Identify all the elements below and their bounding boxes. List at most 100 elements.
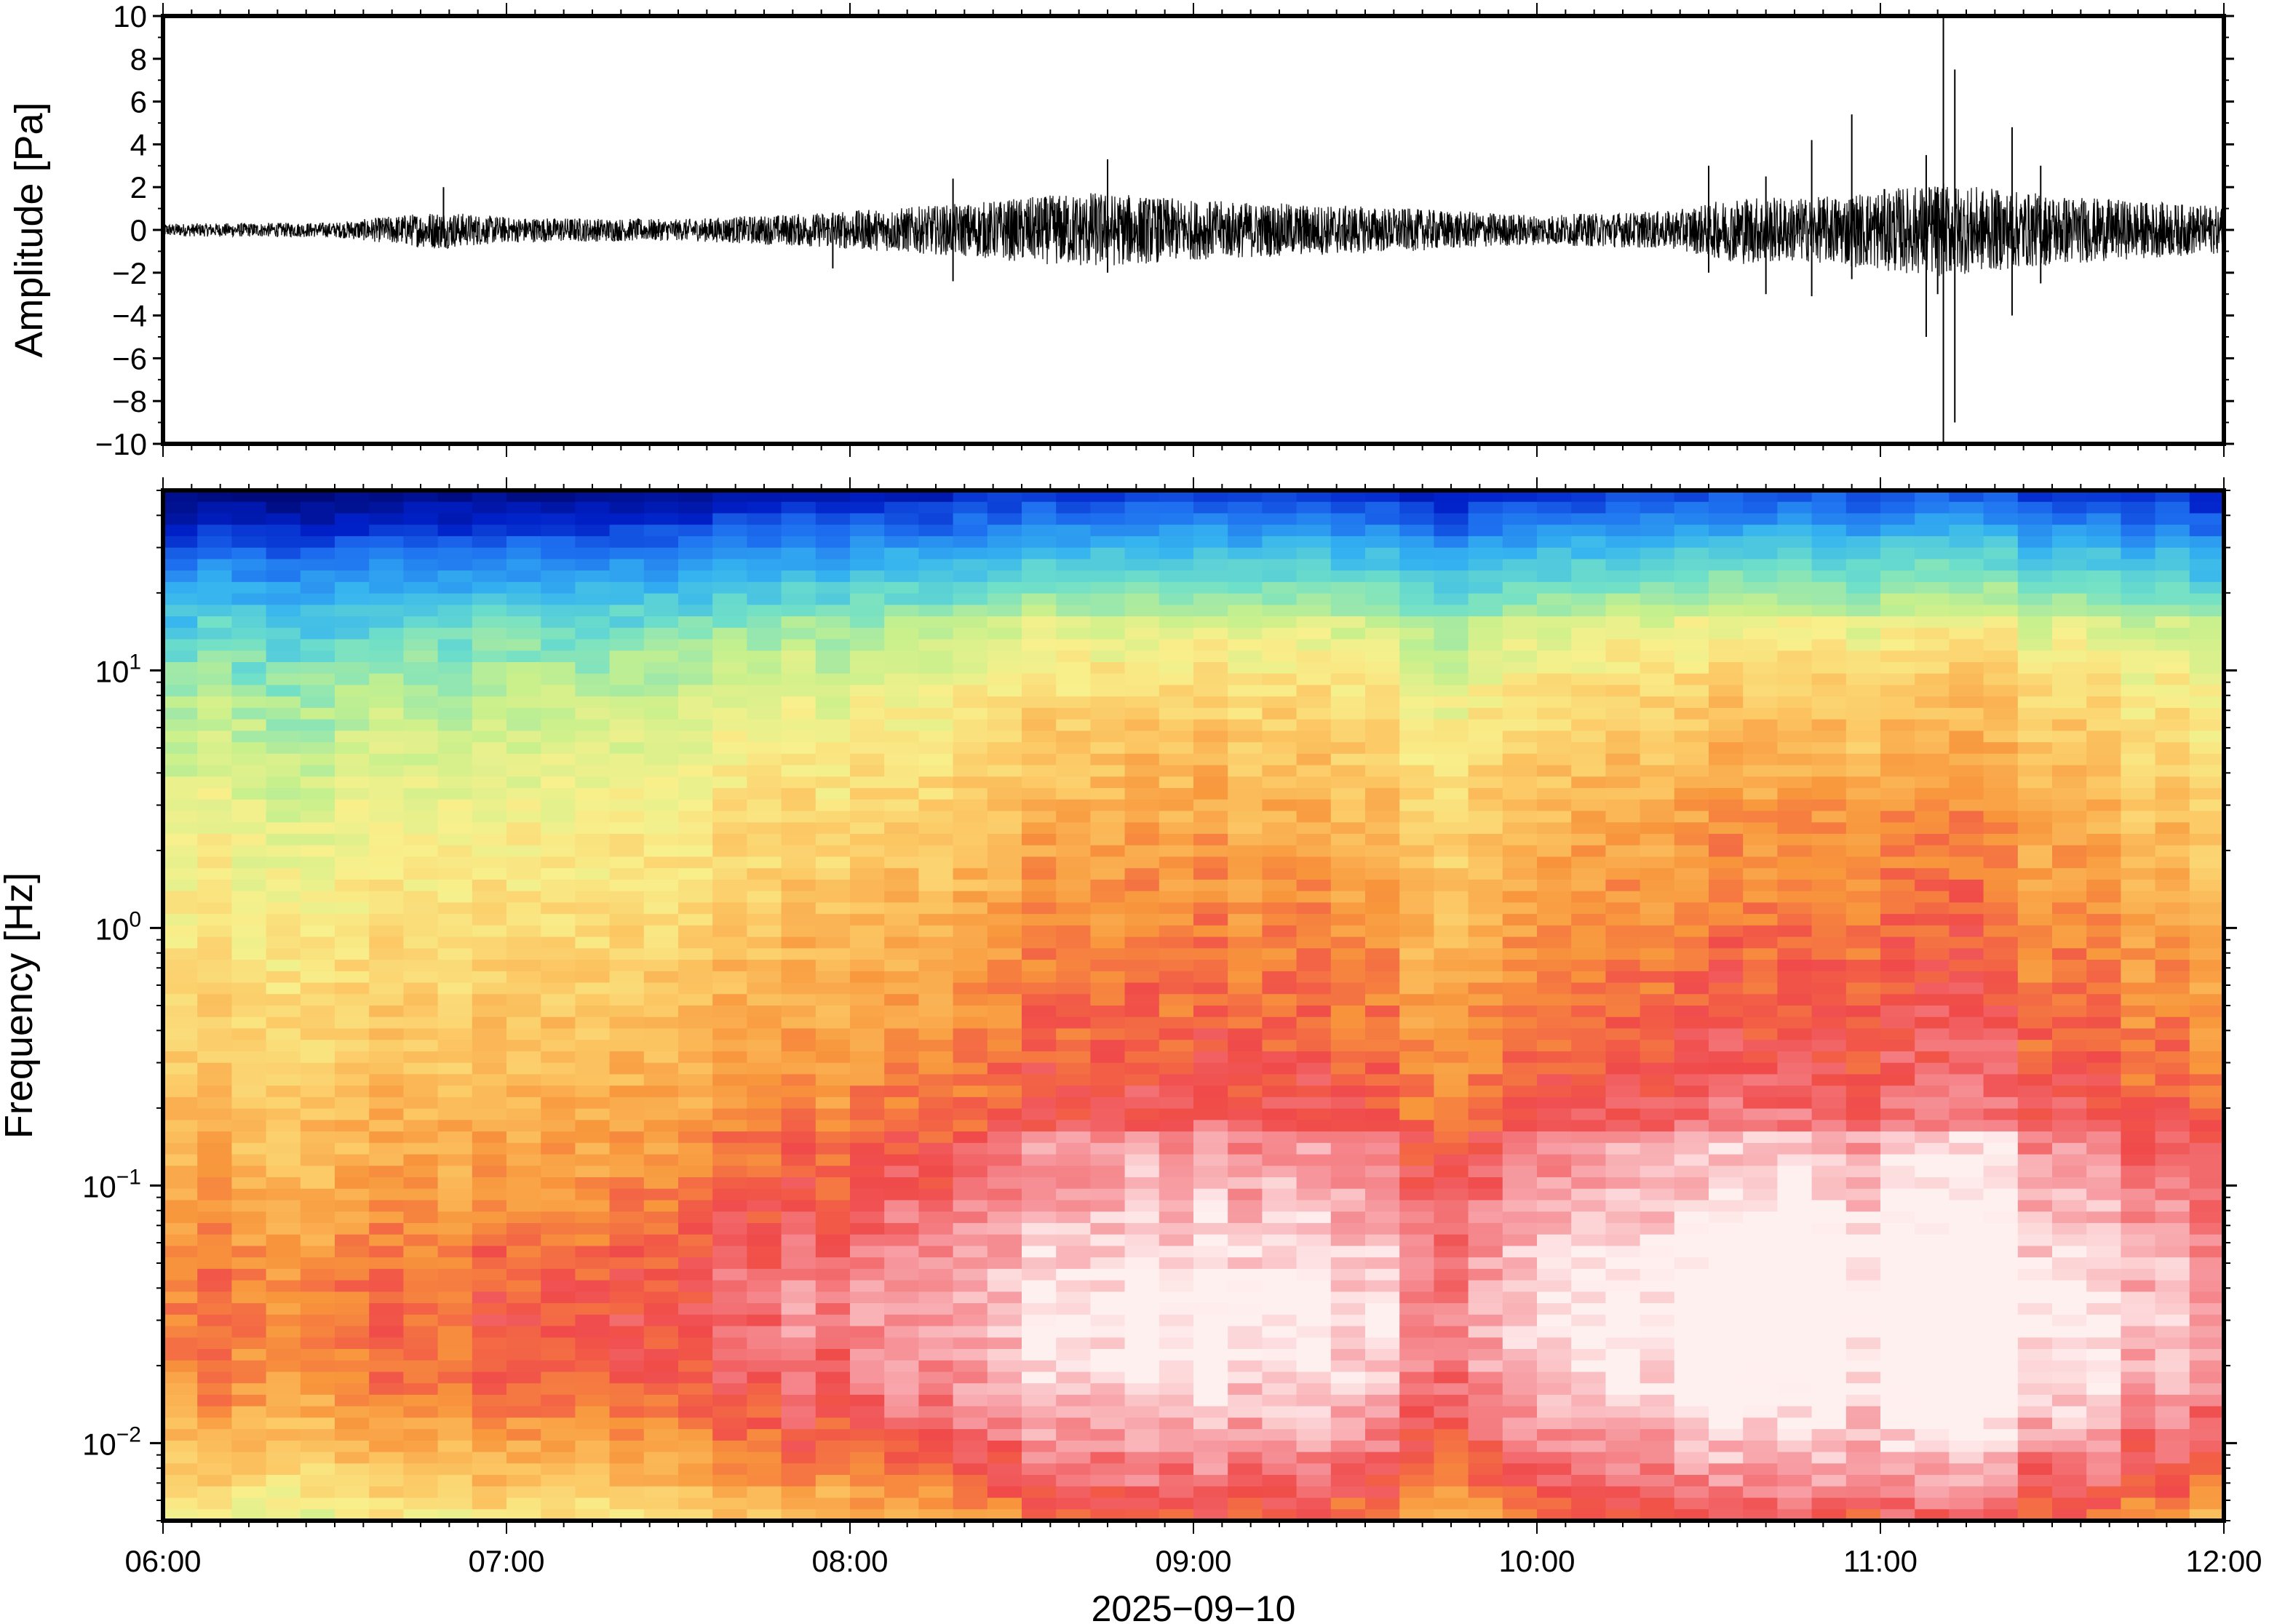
spectrogram-cell: [747, 559, 782, 571]
spectrogram-cell: [575, 902, 611, 915]
spectrogram-cell: [850, 696, 885, 709]
spectrogram-cell: [747, 1040, 782, 1052]
spectrogram-cell: [2017, 1131, 2053, 1144]
spectrogram-cell: [747, 1394, 782, 1407]
spectrogram-cell: [1434, 982, 1469, 995]
spectrogram-cell: [678, 994, 713, 1006]
spectrogram-cell: [1056, 581, 1091, 594]
spectrogram-cell: [541, 856, 576, 869]
spectrogram-cell: [1193, 994, 1228, 1006]
spectrogram-cell: [1124, 1040, 1160, 1052]
spectrogram-cell: [643, 1257, 679, 1270]
spectrogram-cell: [231, 1016, 267, 1030]
spectrogram-cell: [781, 673, 816, 686]
spectrogram-cell: [541, 788, 576, 800]
spectrogram-cell: [300, 525, 335, 537]
spectrogram-cell: [1468, 936, 1503, 949]
spectrogram-cell: [953, 1222, 988, 1235]
spectrogram-cell: [1915, 593, 1950, 605]
spectrogram-cell: [575, 1016, 611, 1030]
spectrogram-cell: [1674, 685, 1709, 697]
spectrogram-cell: [403, 593, 439, 605]
spectrogram-cell: [884, 1280, 919, 1292]
spectrogram-cell: [953, 1349, 988, 1361]
spectrogram-cell: [1228, 1131, 1263, 1144]
spectrogram-cell: [2017, 1222, 2053, 1235]
spectrogram-cell: [1571, 1349, 1606, 1361]
spectrogram-cell: [1640, 719, 1675, 731]
spectrogram-cell: [506, 662, 541, 674]
spectrogram-cell: [1537, 1337, 1572, 1350]
spectrogram-cell: [1915, 1108, 1950, 1121]
spectrogram-cell: [1709, 1154, 1744, 1166]
spectrogram-cell: [781, 1475, 816, 1487]
spectrogram-cell: [918, 1326, 954, 1338]
spectrogram-cell: [335, 753, 370, 766]
spectrogram-cell: [1880, 971, 1915, 984]
spectrogram-cell: [815, 1349, 851, 1361]
spectrogram-cell: [541, 1086, 576, 1098]
spectrogram-cell: [1949, 1108, 1984, 1121]
spectrogram-cell: [197, 707, 232, 720]
spectrogram-cell: [1159, 1429, 1194, 1441]
spectrogram-cell: [1468, 1429, 1503, 1441]
spectrogram-cell: [575, 1394, 611, 1407]
spectrogram-cell: [335, 1211, 370, 1224]
spectrogram-cell: [335, 719, 370, 731]
spectrogram-cell: [1262, 639, 1298, 651]
spectrogram-cell: [747, 627, 782, 640]
spectrogram-cell: [1640, 1188, 1675, 1201]
spectrogram-cell: [1365, 707, 1400, 720]
spectrogram-cell: [1296, 490, 1332, 503]
spectrogram-cell: [1365, 845, 1400, 858]
spectrogram-cell: [953, 799, 988, 812]
spectrogram-cell: [1845, 936, 1881, 949]
spectrogram-cell: [918, 1200, 954, 1212]
spectrogram-cell: [403, 605, 439, 617]
spectrogram-cell: [1022, 731, 1057, 743]
amplitude-tick-label: 0: [130, 213, 147, 247]
spectrogram-cell: [987, 1372, 1022, 1384]
spectrogram-cell: [918, 1486, 954, 1499]
spectrogram-cell: [1845, 513, 1881, 525]
spectrogram-cell: [1124, 1509, 1160, 1521]
spectrogram-cell: [1674, 1372, 1709, 1384]
spectrogram-cell: [1983, 879, 2019, 892]
spectrogram-cell: [1330, 525, 1366, 537]
spectrogram-cell: [1674, 605, 1709, 617]
spectrogram-cell: [197, 1497, 232, 1510]
spectrogram-cell: [1330, 982, 1366, 995]
spectrogram-cell: [472, 616, 507, 629]
spectrogram-cell: [231, 1463, 267, 1476]
spectrogram-cell: [575, 581, 611, 594]
spectrogram-cell: [1537, 1086, 1572, 1098]
spectrogram-cell: [231, 856, 267, 869]
spectrogram-cell: [197, 1463, 232, 1476]
spectrogram-cell: [781, 1417, 816, 1430]
spectrogram-cell: [1399, 1280, 1434, 1292]
spectrogram-cell: [1124, 1108, 1160, 1121]
amplitude-tick-label: −2: [112, 256, 147, 290]
spectrogram-cell: [2017, 960, 2053, 972]
spectrogram-cell: [1330, 925, 1366, 938]
spectrogram-cell: [1537, 605, 1572, 617]
spectrogram-cell: [1365, 1497, 1400, 1510]
spectrogram-cell: [231, 731, 267, 743]
spectrogram-cell: [1159, 1188, 1194, 1201]
spectrogram-cell: [266, 707, 301, 720]
spectrogram-cell: [231, 799, 267, 812]
spectrogram-cell: [369, 1497, 404, 1510]
spectrogram-cell: [1365, 1383, 1400, 1396]
spectrogram-cell: [884, 845, 919, 858]
spectrogram-cell: [1949, 925, 1984, 938]
spectrogram-cell: [850, 525, 885, 537]
spectrogram-cell: [781, 1383, 816, 1396]
spectrogram-cell: [1674, 1040, 1709, 1052]
spectrogram-cell: [335, 1475, 370, 1487]
spectrogram-cell: [1709, 960, 1744, 972]
spectrogram-cell: [1296, 1486, 1332, 1499]
spectrogram-cell: [781, 856, 816, 869]
spectrogram-cell: [1571, 811, 1606, 823]
spectrogram-cell: [1330, 1463, 1366, 1476]
spectrogram-cell: [575, 547, 611, 560]
